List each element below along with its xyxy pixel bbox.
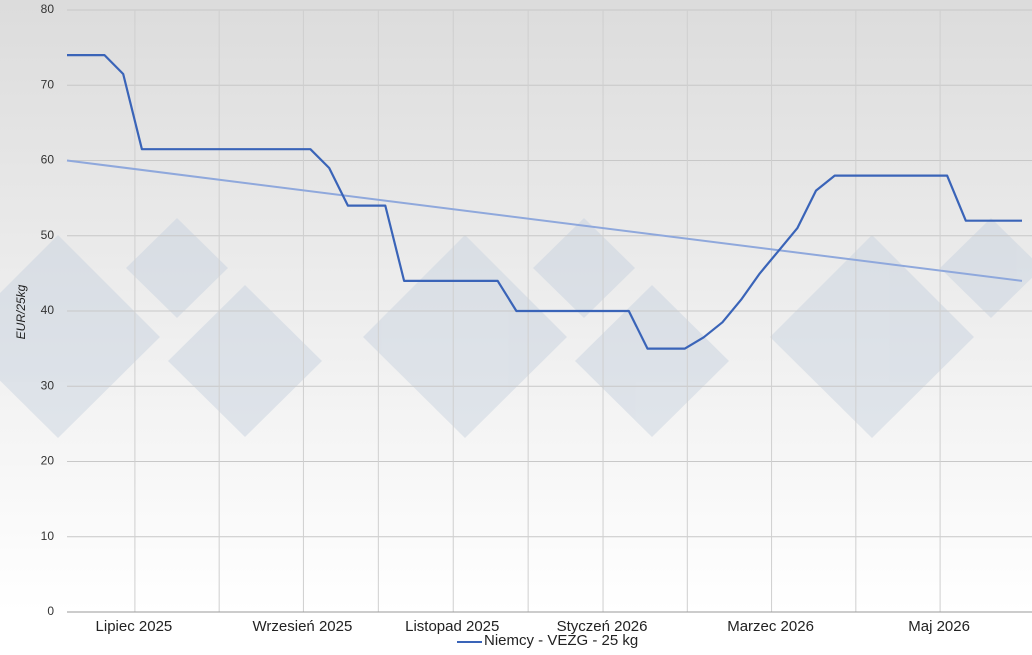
x-tick-label: Marzec 2026 [727, 618, 814, 635]
x-tick-label: Wrzesień 2025 [253, 618, 353, 635]
y-tick-label: 30 [41, 378, 55, 392]
trend-line [66, 159, 1023, 282]
x-tick-label: Styczeń 2026 [557, 618, 648, 635]
y-tick-label: 20 [41, 454, 55, 468]
y-tick-label: 40 [41, 303, 55, 317]
y-axis-label: EUR/25kg [14, 284, 28, 339]
legend-label: Niemcy - VEZG - 25 kg [484, 632, 638, 649]
x-tick-label: Lipiec 2025 [96, 618, 173, 635]
y-tick-label: 50 [41, 228, 55, 242]
y-tick-label: 60 [41, 153, 55, 167]
y-tick-label: 70 [41, 77, 55, 91]
watermark [0, 218, 1032, 438]
x-tick-label: Maj 2026 [908, 618, 970, 635]
x-tick-label: Listopad 2025 [405, 618, 499, 635]
y-tick-label: 10 [41, 529, 55, 543]
series-line [67, 54, 1022, 350]
y-tick-label: 0 [47, 604, 54, 618]
y-tick-label: 80 [41, 2, 55, 16]
